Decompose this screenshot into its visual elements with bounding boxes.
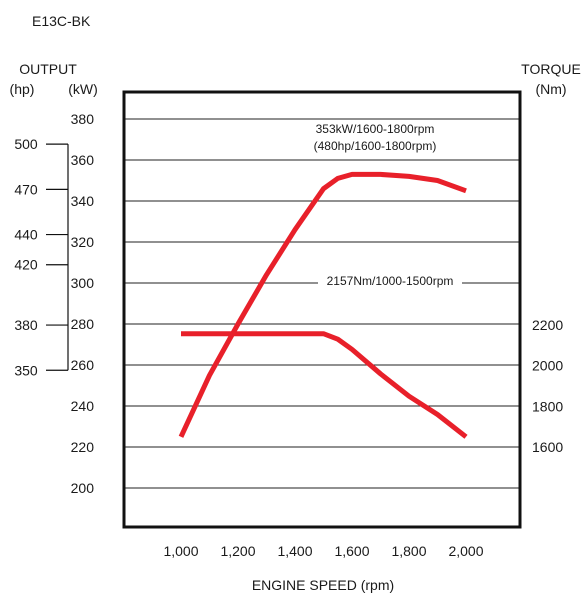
output-peak-hp-annotation: (480hp/1600-1800rpm) (314, 139, 437, 153)
series-lines (178, 171, 468, 439)
kw-tick-label: 260 (71, 357, 95, 373)
torque-tick-labels: 2200 2000 1800 1600 (532, 317, 563, 455)
torque-peak-annotation: 2157Nm/1000-1500rpm (327, 274, 454, 288)
hp-axis: 500 470 440 420 380 350 (14, 136, 69, 378)
x-axis-label: ENGINE SPEED (rpm) (252, 577, 394, 593)
hp-unit-label: (hp) (10, 81, 35, 97)
kw-tick-label: 360 (71, 152, 95, 168)
x-tick-label: 1,200 (220, 543, 255, 559)
x-tick-label: 1,000 (163, 543, 198, 559)
x-tick-label: 1,600 (334, 543, 369, 559)
hp-tick-label: 500 (14, 136, 38, 152)
kw-tick-label: 200 (71, 480, 95, 496)
hp-tick-label: 380 (14, 317, 38, 333)
chart-title: E13C-BK (32, 13, 91, 29)
hp-tick-label: 420 (14, 257, 38, 273)
x-tick-label: 2,000 (448, 543, 483, 559)
kw-tick-label: 320 (71, 234, 95, 250)
x-tick-labels: 1,000 1,200 1,400 1,600 1,800 2,000 (163, 543, 483, 559)
torque-curve (181, 331, 468, 439)
kw-unit-label: (kW) (68, 81, 98, 97)
torque-tick-label: 1800 (532, 398, 563, 414)
kw-tick-label: 220 (71, 439, 95, 455)
output-curve (178, 171, 467, 438)
kw-tick-label: 380 (71, 111, 95, 127)
x-tick-label: 1,400 (277, 543, 312, 559)
hp-tick-label: 440 (14, 227, 38, 243)
torque-tick-label: 2200 (532, 317, 563, 333)
x-tick-label: 1,800 (391, 543, 426, 559)
kw-tick-labels: 200 220 240 260 280 300 320 340 360 380 (71, 111, 95, 496)
torque-tick-label: 2000 (532, 358, 563, 374)
hp-tick-label: 350 (14, 362, 38, 378)
hp-tick-label: 470 (14, 181, 38, 197)
output-axis-label: OUTPUT (19, 61, 77, 77)
torque-unit-label: (Nm) (535, 81, 566, 97)
kw-tick-label: 340 (71, 193, 95, 209)
output-peak-annotation: 353kW/1600-1800rpm (316, 122, 435, 136)
kw-tick-label: 300 (71, 275, 95, 291)
torque-annotation-bg (318, 271, 462, 289)
torque-axis-label: TORQUE (521, 61, 581, 77)
kw-tick-label: 240 (71, 398, 95, 414)
plot-frame (122, 90, 522, 529)
torque-tick-label: 1600 (532, 439, 563, 455)
kw-tick-label: 280 (71, 316, 95, 332)
